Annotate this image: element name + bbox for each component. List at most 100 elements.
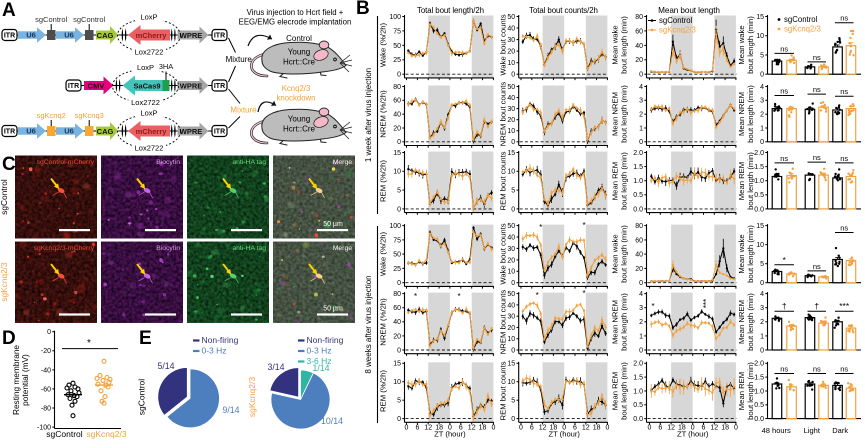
svg-text:10: 10 [507,169,515,176]
svg-text:9/14: 9/14 [222,405,239,415]
svg-text:*: * [582,221,585,230]
svg-text:Control: Control [286,34,312,43]
svg-text:bout length (min): bout length (min) [620,362,629,420]
svg-text:0: 0 [397,347,401,354]
svg-text:ITR: ITR [4,129,15,136]
svg-text:20: 20 [635,57,643,64]
svg-text:Merge: Merge [333,245,352,252]
svg-text:10: 10 [507,60,515,67]
svg-text:sgControl: sgControl [659,16,693,25]
svg-text:2.0: 2.0 [633,150,643,157]
svg-text:0: 0 [397,280,401,287]
svg-text:LoxP: LoxP [140,13,157,22]
svg-text:40: 40 [507,95,515,102]
svg-text:3HA: 3HA [159,62,174,71]
svg-text:2: 2 [760,112,764,119]
svg-text:50: 50 [393,43,401,50]
svg-text:Virus injection to Hcrt field: Virus injection to Hcrt field + [247,8,344,17]
svg-text:50: 50 [393,252,401,259]
svg-text:ns: ns [813,85,821,94]
svg-text:12: 12 [424,425,432,432]
svg-text:2.0: 2.0 [633,361,643,368]
svg-text:ITR: ITR [214,83,225,90]
svg-text:0: 0 [405,425,409,432]
svg-text:bout length (min): bout length (min) [620,225,629,283]
svg-text:LoxP: LoxP [140,109,157,118]
svg-text:0.0: 0.0 [633,416,643,423]
svg-text:ns: ns [840,14,848,23]
svg-text:18: 18 [678,425,686,432]
svg-text:0: 0 [448,425,452,432]
svg-text:50 µm: 50 µm [323,221,343,228]
svg-text:100: 100 [389,14,401,21]
svg-text:20: 20 [507,325,515,332]
svg-text:Wake (%/2h): Wake (%/2h) [379,22,388,67]
svg-text:ns: ns [840,87,848,96]
svg-text:Mean NREM: Mean NREM [737,92,746,136]
svg-text:***: *** [839,301,850,311]
svg-text:6: 6 [459,425,463,432]
svg-text:0.5: 0.5 [633,402,643,409]
svg-text:*: * [87,338,91,349]
svg-text:Mean NREM: Mean NREM [611,92,620,136]
svg-text:0: 0 [511,72,515,79]
svg-text:40: 40 [635,43,643,50]
svg-text:0: 0 [511,280,515,287]
svg-text:-20: -20 [41,348,51,355]
svg-text:1.0: 1.0 [633,388,643,395]
svg-text:1.5: 1.5 [633,375,643,382]
svg-text:bout length (min): bout length (min) [746,152,755,210]
svg-text:0.0: 0.0 [754,416,764,423]
svg-text:Young: Young [288,48,310,57]
svg-text:0: 0 [397,416,401,423]
svg-text:50: 50 [507,223,515,230]
svg-text:bout length (min): bout length (min) [620,85,629,143]
svg-text:2.0: 2.0 [754,150,764,157]
svg-text:NREM (%/2h): NREM (%/2h) [379,90,388,138]
svg-text:0: 0 [397,139,401,146]
svg-text:30: 30 [507,106,515,113]
svg-text:50: 50 [507,291,515,298]
svg-text:0-3 Hz: 0-3 Hz [202,346,227,356]
svg-text:0: 0 [760,139,764,146]
svg-text:2: 2 [639,112,643,119]
svg-text:sgControl: sgControl [73,15,105,24]
svg-text:1: 1 [639,333,643,340]
svg-text:ITR: ITR [4,33,15,40]
svg-text:48 hours: 48 hours [762,426,791,435]
svg-text:CAG: CAG [97,31,114,40]
svg-text:5: 5 [397,398,401,405]
svg-text:ns: ns [813,365,821,374]
svg-text:bout length (min): bout length (min) [620,293,629,351]
svg-text:12: 12 [468,425,476,432]
svg-text:3/14: 3/14 [267,362,284,372]
svg-text:1: 1 [760,333,764,340]
svg-text:A: A [2,0,16,21]
svg-text:SaCas9: SaCas9 [133,81,160,90]
svg-text:12: 12 [539,425,547,432]
svg-text:10: 10 [507,379,515,386]
svg-text:0.5: 0.5 [754,192,764,199]
svg-text:ITR: ITR [68,83,79,90]
svg-text:20: 20 [507,257,515,264]
svg-text:Young: Young [288,115,310,124]
svg-text:LoxP: LoxP [137,63,154,72]
svg-text:75: 75 [393,28,401,35]
svg-text:0: 0 [491,425,495,432]
svg-text:ns: ns [813,53,821,62]
svg-text:E: E [139,328,152,349]
svg-text:1 week after virus injection: 1 week after virus injection [364,68,373,162]
svg-text:0: 0 [511,347,515,354]
svg-text:*: * [539,223,542,232]
svg-text:0.5: 0.5 [754,402,764,409]
svg-text:0: 0 [511,416,515,423]
svg-text:2.0: 2.0 [754,361,764,368]
svg-text:80: 80 [393,84,401,91]
svg-text:0: 0 [605,425,609,432]
svg-text:anti-HA tag: anti-HA tag [232,159,266,166]
svg-text:60: 60 [635,237,643,244]
svg-text:ZT (hour): ZT (hour) [677,430,709,439]
svg-text:Mean wake: Mean wake [737,234,746,273]
svg-text:Mean REM: Mean REM [737,372,746,410]
svg-text:Dark: Dark [832,426,848,435]
